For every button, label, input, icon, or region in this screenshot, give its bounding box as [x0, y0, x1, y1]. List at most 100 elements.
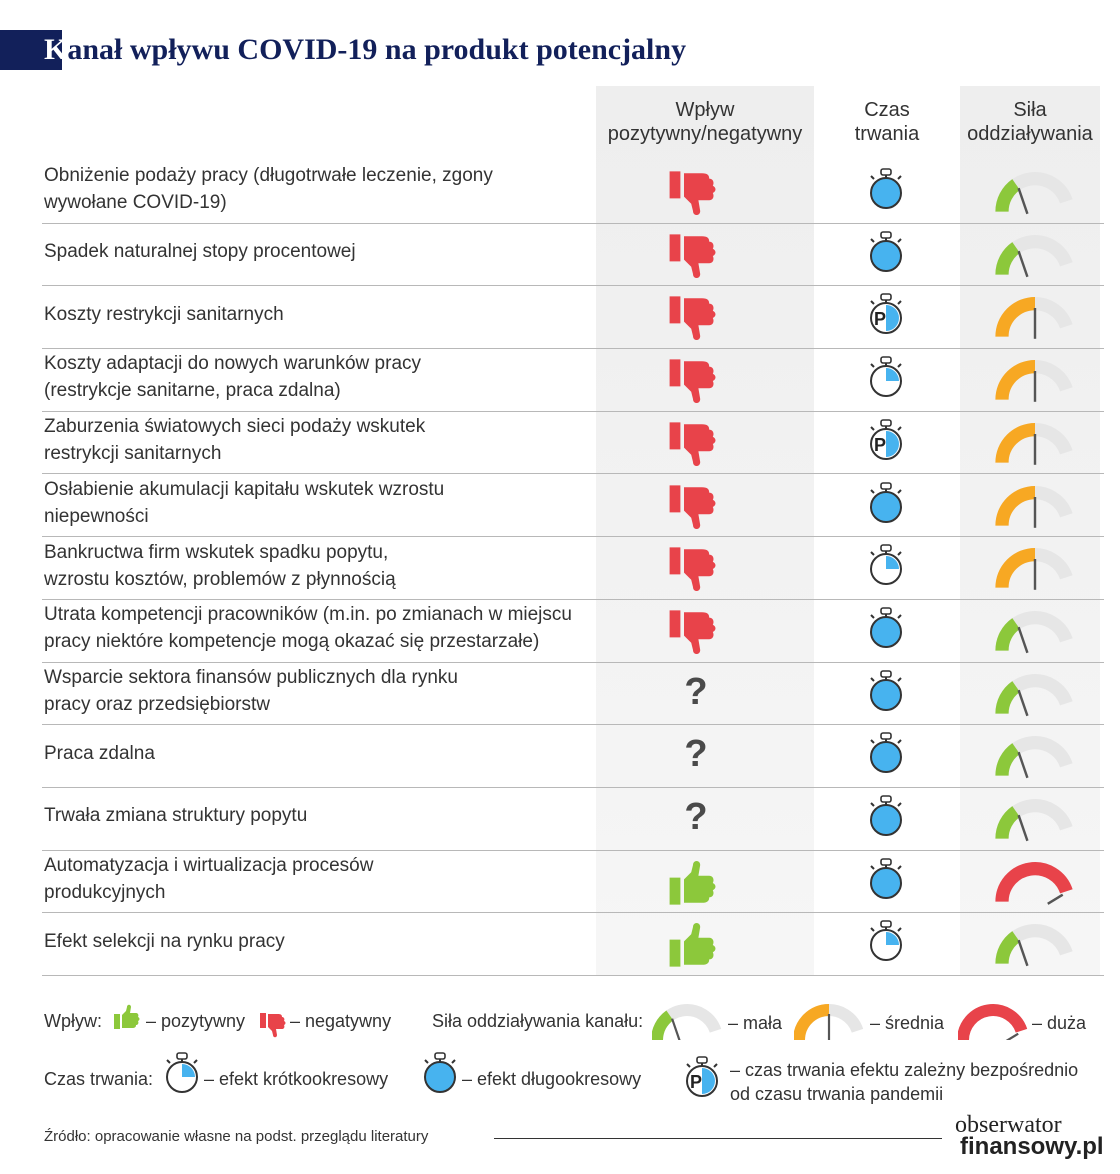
gauge-large-icon: [958, 1004, 1028, 1040]
stopwatch-full-icon: [870, 669, 902, 711]
table-row: Praca zdalna: [42, 724, 1104, 788]
gauge-large-icon: [995, 861, 1073, 905]
table-row: Efekt selekcji na rynku pracy: [42, 912, 1104, 977]
table-row: Koszty adaptacji do nowych warunków prac…: [42, 348, 1104, 412]
stopwatch-full-icon: [870, 857, 902, 899]
row-label: Praca zdalna: [44, 740, 604, 767]
svg-text:?: ?: [684, 671, 707, 712]
gauge-small-icon: [995, 234, 1073, 277]
duration-column-header: Czas trwania: [854, 99, 920, 145]
thumbs-down-icon: [669, 296, 716, 341]
row-label-line: wzrostu kosztów, problemów z płynnością: [44, 568, 396, 590]
row-label-line: Koszty restrykcji sanitarnych: [44, 303, 284, 325]
logo-line1: obserwator: [955, 1112, 1062, 1138]
logo-line2: finansowy.pl: [960, 1133, 1104, 1160]
row-label: Utrata kompetencji pracowników (m.in. po…: [44, 601, 604, 655]
stopwatch-pandemic-icon: P: [686, 1056, 718, 1097]
page-title: Kanał wpływu COVID-19 na produkt potencj…: [44, 33, 687, 66]
svg-text:?: ?: [684, 796, 707, 837]
legend-impact-label: Wpływ:: [44, 1011, 102, 1031]
thumbs-down-icon: [669, 484, 716, 529]
row-label-line: Praca zdalna: [44, 742, 155, 764]
row-label: Bankructwa firm wskutek spadku popytu, wz…: [44, 539, 604, 593]
source-divider: [494, 1138, 942, 1139]
legend-strength-label: Siła oddziaływania kanału:: [432, 1011, 644, 1031]
row-label: Trwała zmiana struktury popytu: [44, 802, 604, 829]
thumbs-down-icon: [669, 610, 716, 654]
thumbs-down-icon: [260, 1013, 286, 1038]
stopwatch-full-icon: [870, 732, 902, 774]
svg-text:?: ?: [684, 733, 707, 774]
strength-column-background: [960, 86, 1100, 976]
table-row: Wsparcie sektora finansów publicznych dl…: [42, 662, 1104, 726]
stopwatch-quarter-icon: [870, 356, 902, 398]
row-label-line: Wsparcie sektora finansów publicznych dl…: [44, 666, 458, 688]
thumbs-up-icon: [669, 923, 716, 967]
stopwatch-pandemic-icon: P: [870, 418, 902, 460]
row-label-line: wywołane COVID-19): [44, 192, 227, 214]
gauge-medium-icon: [995, 360, 1073, 402]
table-row: Koszty restrykcji sanitarnych: [42, 285, 1104, 350]
legend-long: – efekt długookresowy: [462, 1069, 642, 1089]
row-label-line: Obniżenie podaży pracy (długotrwałe lecz…: [44, 165, 493, 187]
stopwatch-quarter-icon: [870, 920, 902, 962]
stopwatch-full-icon: [870, 481, 902, 523]
stopwatch-full-icon: [870, 607, 902, 648]
row-label: Efekt selekcji na rynku pracy: [44, 928, 604, 955]
legend-pandemic: – czas trwania efektu zależny bezpośredn…: [730, 1060, 1079, 1104]
source-note: Źródło: opracowanie własne na podst. prz…: [44, 1128, 429, 1145]
table-row: Automatyzacja i wirtualizacja procesów pr…: [42, 850, 1104, 914]
gauge-small-icon: [995, 736, 1073, 779]
question-mark-icon: ?: [684, 733, 707, 774]
row-label: Zaburzenia światowych sieci podaży wskut…: [44, 413, 604, 467]
row-label: Wsparcie sektora finansów publicznych dl…: [44, 664, 604, 718]
table-row: Osłabienie akumulacji kapitału wskutek w…: [42, 474, 1104, 538]
gauge-medium-icon: [995, 297, 1073, 340]
legend-medium: – średnia: [870, 1013, 945, 1033]
table-row: Bankructwa firm wskutek spadku popytu, wz…: [42, 536, 1104, 600]
thumbs-down-icon: [669, 171, 716, 216]
table-row: Obniżenie podaży pracy (długotrwałe lecz…: [42, 160, 1104, 224]
row-label: Koszty adaptacji do nowych warunków prac…: [44, 350, 604, 404]
row-label-line: Koszty adaptacji do nowych warunków prac…: [44, 353, 422, 375]
svg-text:P: P: [690, 1072, 702, 1092]
gauge-medium-icon: [995, 485, 1073, 528]
row-label-line: produkcyjnych: [44, 882, 166, 904]
impact-column-header: Wpływ pozytywny/negatywny: [607, 99, 803, 145]
legend-negative: – negatywny: [290, 1011, 392, 1031]
row-label-line: pracy oraz przedsiębiorstw: [44, 693, 270, 715]
row-label-line: Automatyzacja i wirtualizacja procesów: [44, 855, 374, 877]
legend-positive: – pozytywny: [146, 1011, 246, 1031]
gauge-small-icon: [995, 673, 1073, 716]
gauge-medium-icon: [995, 548, 1073, 590]
thumbs-down-icon: [669, 359, 716, 404]
row-label: Automatyzacja i wirtualizacja procesów pr…: [44, 852, 604, 906]
row-label-line: restrykcji sanitarnych: [44, 443, 222, 465]
stopwatch-pandemic-icon: P: [870, 293, 902, 335]
table-row: Utrata kompetencji pracowników (m.in. po…: [42, 599, 1104, 663]
question-mark-icon: ?: [684, 671, 707, 712]
row-label: Osłabienie akumulacji kapitału wskutek w…: [44, 476, 604, 530]
title-accent-bar: [0, 30, 62, 70]
stopwatch-quarter-icon: [166, 1052, 198, 1093]
question-mark-icon: ?: [684, 796, 707, 837]
gauge-small-icon: [995, 924, 1073, 967]
stopwatch-full-icon: [870, 795, 902, 836]
row-label-line: Zaburzenia światowych sieci podaży wskut…: [44, 416, 426, 438]
row-label-line: Bankructwa firm wskutek spadku popytu,: [44, 541, 389, 563]
row-label-line: (restrykcje sanitarne, praca zdalna): [44, 380, 341, 402]
legend-duration-label: Czas trwania:: [44, 1069, 154, 1089]
thumbs-down-icon: [669, 234, 716, 278]
row-label: Obniżenie podaży pracy (długotrwałe lecz…: [44, 162, 604, 216]
table-row: Zaburzenia światowych sieci podaży wskut…: [42, 411, 1104, 475]
thumbs-up-icon: [669, 860, 716, 905]
row-label-line: Efekt selekcji na rynku pracy: [44, 930, 285, 952]
stopwatch-full-icon: [870, 168, 902, 209]
stopwatch-quarter-icon: [870, 544, 902, 586]
thumbs-down-icon: [669, 547, 716, 592]
legend-large: – duża: [1032, 1013, 1087, 1033]
thumbs-down-icon: [669, 422, 716, 466]
svg-text:P: P: [874, 435, 886, 455]
strength-column-header: Siła oddziaływania: [967, 99, 1093, 145]
svg-text:P: P: [874, 309, 886, 329]
